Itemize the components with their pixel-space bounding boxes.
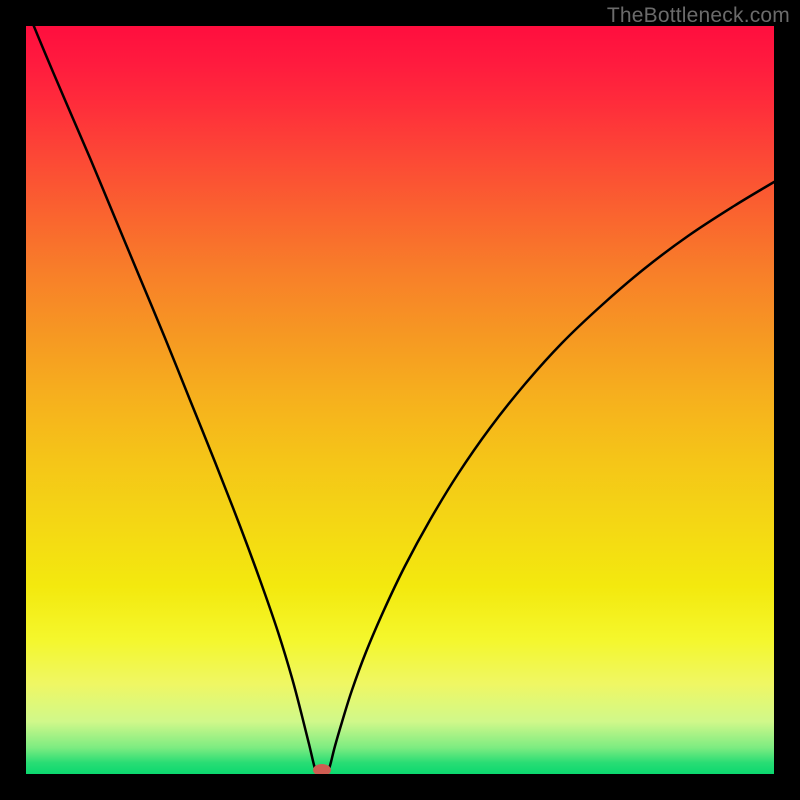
chart-background: [26, 26, 774, 774]
watermark-text: TheBottleneck.com: [607, 4, 790, 28]
chart-container: TheBottleneck.com: [0, 0, 800, 800]
bottleneck-chart: [0, 0, 800, 800]
